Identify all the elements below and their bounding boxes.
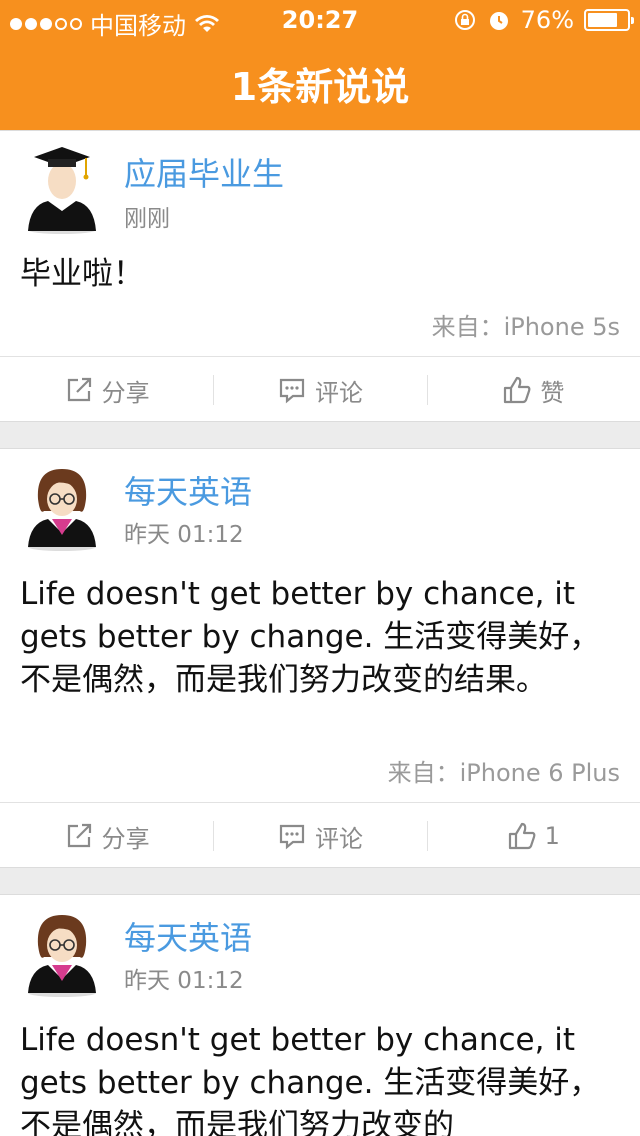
- alarm-icon: [489, 12, 508, 30]
- comment-icon: [279, 824, 305, 850]
- post-content: Life doesn't get better by chance, it ge…: [20, 1022, 601, 1136]
- post-content: Life doesn't get better by chance, it ge…: [20, 576, 601, 698]
- share-button[interactable]: 分享: [0, 803, 213, 869]
- app-header: 中国移动 20:27 76% 1条新说说: [0, 0, 640, 130]
- share-button[interactable]: 分享: [0, 357, 213, 423]
- share-label: 分享: [101, 378, 150, 407]
- divider: [0, 356, 640, 357]
- divider: [0, 802, 640, 803]
- share-icon: [67, 823, 91, 848]
- female-avatar-icon: [28, 915, 96, 997]
- wifi-icon: [195, 14, 219, 32]
- post-username[interactable]: 每天英语: [124, 919, 253, 957]
- post-card: 每天英语 昨天 01:12 Life doesn't get better by…: [0, 894, 640, 1136]
- comment-button[interactable]: 评论: [213, 803, 426, 869]
- clock: 20:27: [281, 6, 359, 34]
- like-label: 赞: [540, 378, 565, 407]
- post-time: 昨天 01:12: [124, 522, 244, 548]
- post-card: 每天英语 昨天 01:12 Life doesn't get better by…: [0, 448, 640, 868]
- thumbs-up-icon: [504, 376, 531, 404]
- share-label: 分享: [101, 824, 150, 853]
- comment-button[interactable]: 评论: [213, 357, 426, 423]
- graduate-avatar-icon: [28, 147, 96, 234]
- post-source: 来自：iPhone 6 Plus: [387, 759, 620, 787]
- rotation-lock-icon: [454, 10, 475, 30]
- signal-strength-icon: [10, 17, 82, 30]
- page-title: 1条新说说: [230, 65, 410, 109]
- post-time: 昨天 01:12: [124, 968, 244, 994]
- post-username[interactable]: 每天英语: [124, 473, 253, 511]
- post-content: 毕业啦！: [20, 256, 144, 292]
- post-username[interactable]: 应届毕业生: [124, 155, 285, 193]
- share-icon: [67, 377, 91, 402]
- comment-icon: [279, 378, 305, 404]
- thumbs-up-icon: [508, 822, 536, 850]
- carrier-name: 中国移动: [90, 12, 186, 40]
- like-count: 1: [544, 822, 560, 850]
- comment-label: 评论: [314, 378, 363, 407]
- female-avatar-icon: [28, 469, 96, 551]
- battery-icon: [584, 9, 634, 31]
- post-actions: 分享 评论 1: [0, 803, 640, 869]
- post-time: 刚刚: [124, 206, 170, 232]
- like-button[interactable]: 1: [426, 803, 640, 869]
- post-card: 应届毕业生 刚刚 毕业啦！ 来自：iPhone 5s 分享 评论 赞: [0, 130, 640, 422]
- like-button[interactable]: 赞: [426, 357, 640, 423]
- post-source: 来自：iPhone 5s: [431, 313, 620, 341]
- battery-percent: 76%: [520, 6, 574, 34]
- comment-label: 评论: [314, 824, 363, 853]
- post-actions: 分享 评论 赞: [0, 357, 640, 423]
- status-bar: 中国移动 20:27 76%: [0, 0, 640, 40]
